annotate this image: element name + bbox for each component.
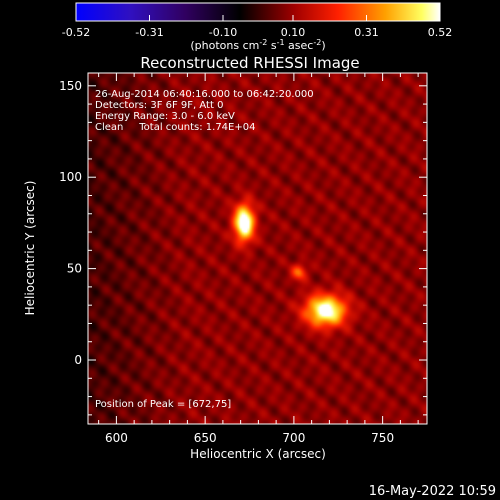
colorbar-ticks: -0.52 -0.31 -0.10 0.10 0.31 0.52 (62, 15, 452, 39)
colorbar-tick-label: 0.52 (428, 26, 453, 39)
info-detectors: Detectors: 3F 6F 9F, Att 0 (95, 100, 223, 111)
x-axis-label: Heliocentric X (arcsec) (190, 447, 326, 461)
colorbar-tick-label: -0.52 (62, 26, 90, 39)
colorbar-unit-label: (photons cm-2 s-1 asec-2) (190, 38, 325, 52)
axis-ticks: 600 650 700 750 0 50 100 150 (59, 73, 427, 445)
footer-date: 16-May-2022 10:59 (369, 484, 496, 499)
colorbar-tick-label: 0.10 (281, 26, 306, 39)
y-tick-label: 150 (59, 79, 82, 93)
colorbar-tick-label: 0.31 (354, 26, 379, 39)
info-energy-range: Energy Range: 3.0 - 6.0 keV (95, 111, 235, 122)
colorbar-tick-label: -0.31 (135, 26, 163, 39)
peak-position-label: Position of Peak = [672,75] (95, 399, 231, 410)
heatmap-raster (88, 73, 427, 424)
colorbar-tick-label: -0.10 (209, 26, 237, 39)
x-tick-label: 700 (282, 431, 305, 445)
x-tick-label: 750 (371, 431, 394, 445)
colorbar (75, 2, 441, 22)
x-tick-label: 600 (105, 431, 128, 445)
y-tick-label: 0 (74, 353, 82, 367)
y-tick-label: 50 (67, 262, 82, 276)
info-clean-counts: Clean Total counts: 1.74E+04 (95, 122, 255, 133)
y-axis-label: Heliocentric Y (arcsec) (23, 181, 37, 316)
plot-frame (87, 72, 428, 425)
y-tick-label: 100 (59, 170, 82, 184)
info-time-range: 26-Aug-2014 06:40:16.000 to 06:42:20.000 (95, 89, 314, 100)
heatmap-image (88, 73, 427, 424)
chart-title: Reconstructed RHESSI Image (140, 54, 359, 72)
x-tick-label: 650 (194, 431, 217, 445)
